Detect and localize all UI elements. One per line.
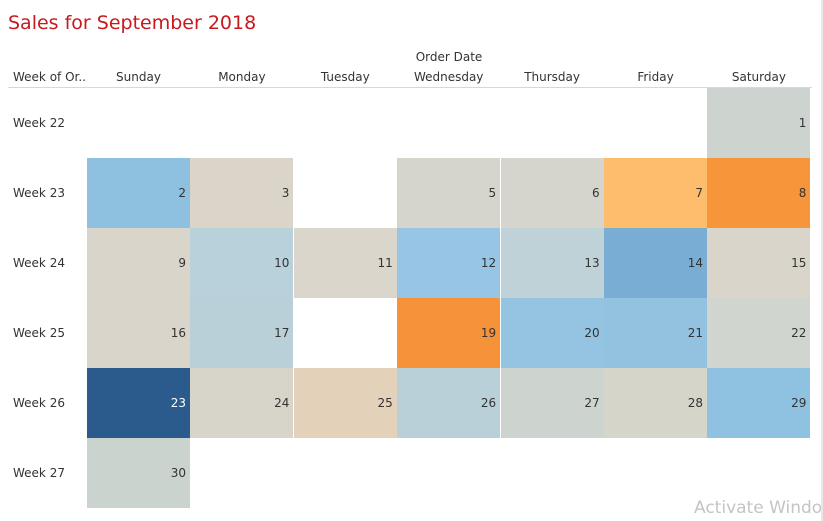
heatmap-cell[interactable]: 27 <box>500 368 604 438</box>
cell-day-label: 6 <box>591 186 600 200</box>
cell-day-label: 2 <box>178 186 186 200</box>
column-header-thursday[interactable]: Thursday <box>524 70 580 84</box>
cell-day-label: 8 <box>798 186 807 200</box>
column-header-saturday[interactable]: Saturday <box>731 70 786 84</box>
heatmap-cell[interactable]: 25 <box>293 368 397 438</box>
cell-day-label: 25 <box>377 396 393 410</box>
column-group-label: Order Date <box>415 50 483 64</box>
cell-day-label: 11 <box>377 256 393 270</box>
heatmap-cell[interactable]: 20 <box>500 298 604 368</box>
heatmap-cell[interactable]: 10 <box>190 228 294 298</box>
cell-day-label: 7 <box>695 186 703 200</box>
row-header-week-25[interactable]: Week 25 <box>13 326 65 340</box>
row-header-week-24[interactable]: Week 24 <box>13 256 65 270</box>
cell-day-label: 20 <box>584 326 600 340</box>
chart-title: Sales for September 2018 <box>8 12 257 34</box>
heatmap-cell[interactable]: 3 <box>190 158 294 228</box>
heatmap-cell[interactable]: 6 <box>500 158 604 228</box>
heatmap-cell[interactable]: 29 <box>707 368 811 438</box>
heatmap-cell[interactable]: 13 <box>500 228 604 298</box>
cell-day-label: 16 <box>170 326 186 340</box>
heatmap-cell[interactable]: 12 <box>397 228 501 298</box>
column-header-friday[interactable]: Friday <box>637 70 674 84</box>
heatmap-cell[interactable]: 28 <box>604 368 707 438</box>
cell-day-label: 14 <box>687 256 703 270</box>
cell-day-label: 12 <box>480 256 497 270</box>
heatmap-cell[interactable]: 14 <box>604 228 707 298</box>
row-header-week-26[interactable]: Week 26 <box>13 396 65 410</box>
heatmap-cell[interactable]: 26 <box>397 368 501 438</box>
heatmap-cell[interactable]: 30 <box>87 438 190 508</box>
heatmap-cell[interactable]: 16 <box>87 298 190 368</box>
cell-day-label: 27 <box>584 396 600 410</box>
heatmap-cell[interactable]: 9 <box>87 228 190 298</box>
heatmap-cell[interactable]: 8 <box>707 158 811 228</box>
activation-watermark: Activate Windo <box>694 498 823 518</box>
heatmap-cell[interactable]: 22 <box>707 298 811 368</box>
cell-day-label: 29 <box>791 396 807 410</box>
cell-day-label: 30 <box>170 466 186 480</box>
heatmap-cell[interactable]: 5 <box>397 158 501 228</box>
cell-day-label: 28 <box>687 396 703 410</box>
cell-day-label: 23 <box>170 396 186 410</box>
heatmap-cell[interactable]: 1 <box>707 88 811 158</box>
header-divider <box>8 87 812 88</box>
heatmap-cell[interactable]: 21 <box>604 298 707 368</box>
cell-day-label: 13 <box>584 256 600 270</box>
heatmap-cell[interactable]: 15 <box>707 228 811 298</box>
cell-day-label: 10 <box>274 256 290 270</box>
heatmap-cell[interactable]: 17 <box>190 298 294 368</box>
cell-day-label: 19 <box>480 326 497 340</box>
row-header-week-22[interactable]: Week 22 <box>13 116 65 130</box>
heatmap-cell[interactable]: 7 <box>604 158 707 228</box>
row-header-week-27[interactable]: Week 27 <box>13 466 65 480</box>
heatmap-cell[interactable]: 23 <box>87 368 190 438</box>
column-header-tuesday[interactable]: Tuesday <box>320 70 370 84</box>
column-header-monday[interactable]: Monday <box>218 70 266 84</box>
column-header-wednesday[interactable]: Wednesday <box>413 70 484 84</box>
column-header-sunday[interactable]: Sunday <box>116 70 161 84</box>
cell-day-label: 3 <box>281 186 290 200</box>
heatmap-cell[interactable]: 11 <box>293 228 397 298</box>
heatmap-cell[interactable]: 19 <box>397 298 501 368</box>
cell-day-label: 24 <box>274 396 290 410</box>
cell-day-label: 1 <box>798 116 807 130</box>
cell-day-label: 22 <box>791 326 807 340</box>
row-axis-label[interactable]: Week of Or.. <box>13 70 86 84</box>
cell-day-label: 26 <box>480 396 497 410</box>
cell-day-label: 15 <box>791 256 807 270</box>
heatmap-cell[interactable]: 24 <box>190 368 294 438</box>
right-edge-divider <box>821 0 823 521</box>
cell-day-label: 9 <box>178 256 186 270</box>
heatmap-cell[interactable]: 2 <box>87 158 190 228</box>
cell-day-label: 21 <box>687 326 703 340</box>
cell-day-label: 17 <box>274 326 290 340</box>
cell-day-label: 5 <box>488 186 497 200</box>
row-header-week-23[interactable]: Week 23 <box>13 186 65 200</box>
